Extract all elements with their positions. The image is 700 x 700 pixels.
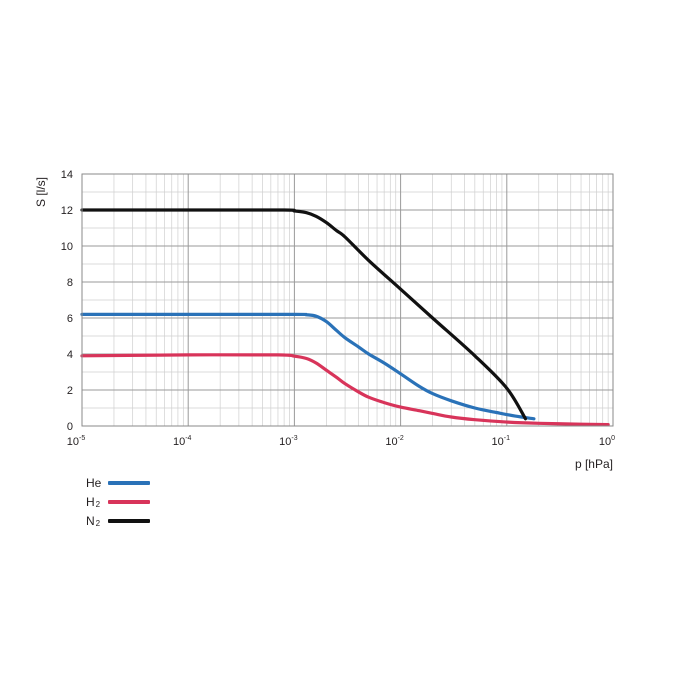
series-line-he (80, 312, 536, 421)
series-line-n2 (80, 208, 528, 421)
x-tick-label: 10-3 (279, 435, 298, 448)
minor-grid (82, 174, 613, 426)
legend-swatch-he (108, 480, 150, 485)
x-tick-label: 100 (599, 435, 615, 448)
x-tick-labels: 10-5 10-4 10-3 10-2 10-1 100 (67, 435, 615, 448)
legend-entry-h2: H2 (86, 492, 150, 511)
legend: He H2 N2 (86, 473, 150, 530)
y-tick-label: 10 (61, 241, 73, 253)
legend-label-h2: H2 (86, 494, 101, 509)
series-layer (80, 208, 610, 427)
x-tick-label: 10-5 (67, 435, 86, 448)
y-tick-label: 12 (61, 205, 73, 217)
y-tick-label: 0 (67, 421, 73, 433)
x-tick-label: 10-4 (173, 435, 192, 448)
legend-entry-he: He (86, 473, 150, 492)
legend-swatch-n2 (108, 518, 150, 523)
plot-frame (81, 173, 614, 427)
legend-label-he: He (86, 475, 102, 490)
y-tick-label: 2 (67, 385, 73, 397)
x-tick-label: 10-1 (492, 435, 511, 448)
y-axis-label: S [l/s] (34, 177, 48, 207)
legend-label-n2: N2 (86, 513, 101, 528)
y-tick-label: 6 (67, 313, 73, 325)
y-tick-label: 8 (67, 277, 73, 289)
legend-entry-n2: N2 (86, 511, 150, 530)
legend-swatch-h2 (108, 499, 150, 504)
y-tick-label: 4 (67, 349, 73, 361)
x-axis-label: p [hPa] (575, 457, 613, 471)
y-tick-labels: 0 2 4 6 8 10 12 14 (61, 169, 73, 433)
series-line-h2 (80, 353, 610, 427)
x-tick-label: 10-2 (385, 435, 404, 448)
y-tick-label: 14 (61, 169, 73, 181)
